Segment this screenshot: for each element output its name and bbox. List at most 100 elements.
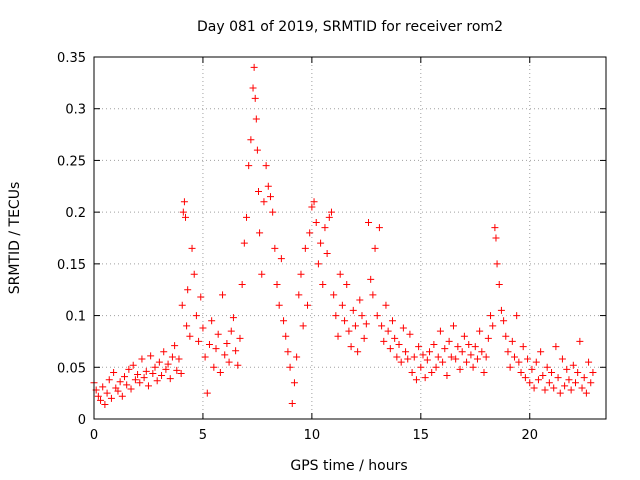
data-point — [179, 208, 187, 216]
data-point — [177, 369, 185, 377]
data-point — [140, 374, 148, 382]
data-point — [426, 348, 434, 356]
data-point — [491, 224, 499, 232]
data-point — [173, 366, 181, 374]
data-point — [205, 341, 213, 349]
data-point — [471, 343, 479, 351]
data-point — [386, 345, 394, 353]
data-point — [378, 322, 386, 330]
x-tick-label: 0 — [90, 428, 98, 443]
data-point — [312, 218, 320, 226]
data-points — [90, 63, 597, 409]
data-point — [417, 363, 425, 371]
data-point — [419, 351, 427, 359]
data-point — [317, 239, 325, 247]
data-point — [478, 348, 486, 356]
y-tick-label: 0.3 — [65, 103, 86, 118]
data-point — [129, 361, 137, 369]
data-point — [532, 358, 540, 366]
data-point — [399, 324, 407, 332]
data-point — [319, 281, 327, 289]
data-point — [452, 355, 460, 363]
data-point — [506, 363, 514, 371]
data-point — [245, 162, 253, 170]
data-point — [500, 317, 508, 325]
data-point — [404, 355, 412, 363]
data-point — [184, 286, 192, 294]
data-point — [195, 337, 203, 345]
x-tick-label: 10 — [304, 428, 321, 443]
data-point — [114, 387, 122, 395]
data-point — [251, 94, 259, 102]
data-point — [439, 358, 447, 366]
data-point — [188, 244, 196, 252]
data-point — [571, 379, 579, 387]
data-point — [234, 361, 242, 369]
y-tick-label: 0.05 — [57, 361, 86, 376]
data-point — [489, 322, 497, 330]
data-point — [358, 312, 366, 320]
data-point — [186, 332, 194, 340]
data-point — [528, 365, 536, 373]
data-point — [587, 379, 595, 387]
data-point — [277, 255, 285, 263]
data-point — [101, 401, 109, 409]
data-point — [510, 353, 518, 361]
data-point — [149, 369, 157, 377]
data-point — [304, 301, 312, 309]
y-axis-ticks: 0 0.05 0.1 0.15 0.2 0.25 0.3 0.35 — [57, 51, 606, 428]
data-point — [554, 374, 562, 382]
data-point — [526, 379, 534, 387]
x-tick-label: 15 — [413, 428, 430, 443]
data-point — [297, 270, 305, 278]
data-point — [465, 341, 473, 349]
data-point — [563, 365, 571, 373]
data-point — [127, 385, 135, 393]
data-point — [212, 345, 220, 353]
data-point — [266, 193, 274, 201]
data-point — [497, 306, 505, 314]
data-point — [545, 379, 553, 387]
data-point — [360, 334, 368, 342]
plot-frame — [93, 56, 607, 420]
data-point — [247, 136, 255, 144]
data-point — [345, 327, 353, 335]
data-point — [134, 371, 142, 379]
data-point — [456, 365, 464, 373]
data-point — [229, 314, 237, 322]
data-point — [214, 330, 222, 338]
data-point — [543, 363, 551, 371]
data-point — [524, 355, 532, 363]
data-point — [430, 341, 438, 349]
data-point — [484, 334, 492, 342]
data-point — [284, 348, 292, 356]
data-point — [449, 322, 457, 330]
grid-lines — [94, 57, 606, 419]
y-tick-label: 0.15 — [57, 258, 86, 273]
data-point — [192, 312, 200, 320]
data-point — [293, 353, 301, 361]
data-point — [160, 348, 168, 356]
data-point — [240, 239, 248, 247]
data-point — [273, 281, 281, 289]
data-point — [436, 327, 444, 335]
data-point — [469, 363, 477, 371]
data-point — [447, 353, 455, 361]
data-point — [513, 312, 521, 320]
data-point — [144, 382, 152, 390]
data-point — [301, 244, 309, 252]
y-tick-label: 0.35 — [57, 51, 86, 66]
data-point — [269, 208, 277, 216]
data-point — [199, 324, 207, 332]
data-point — [351, 322, 359, 330]
data-point — [314, 260, 322, 268]
data-point — [589, 368, 597, 376]
data-point — [495, 281, 503, 289]
data-point — [264, 182, 272, 190]
data-point — [552, 343, 560, 351]
data-point — [275, 301, 283, 309]
data-point — [256, 229, 264, 237]
data-point — [541, 386, 549, 394]
data-point — [197, 293, 205, 301]
data-point — [384, 327, 392, 335]
